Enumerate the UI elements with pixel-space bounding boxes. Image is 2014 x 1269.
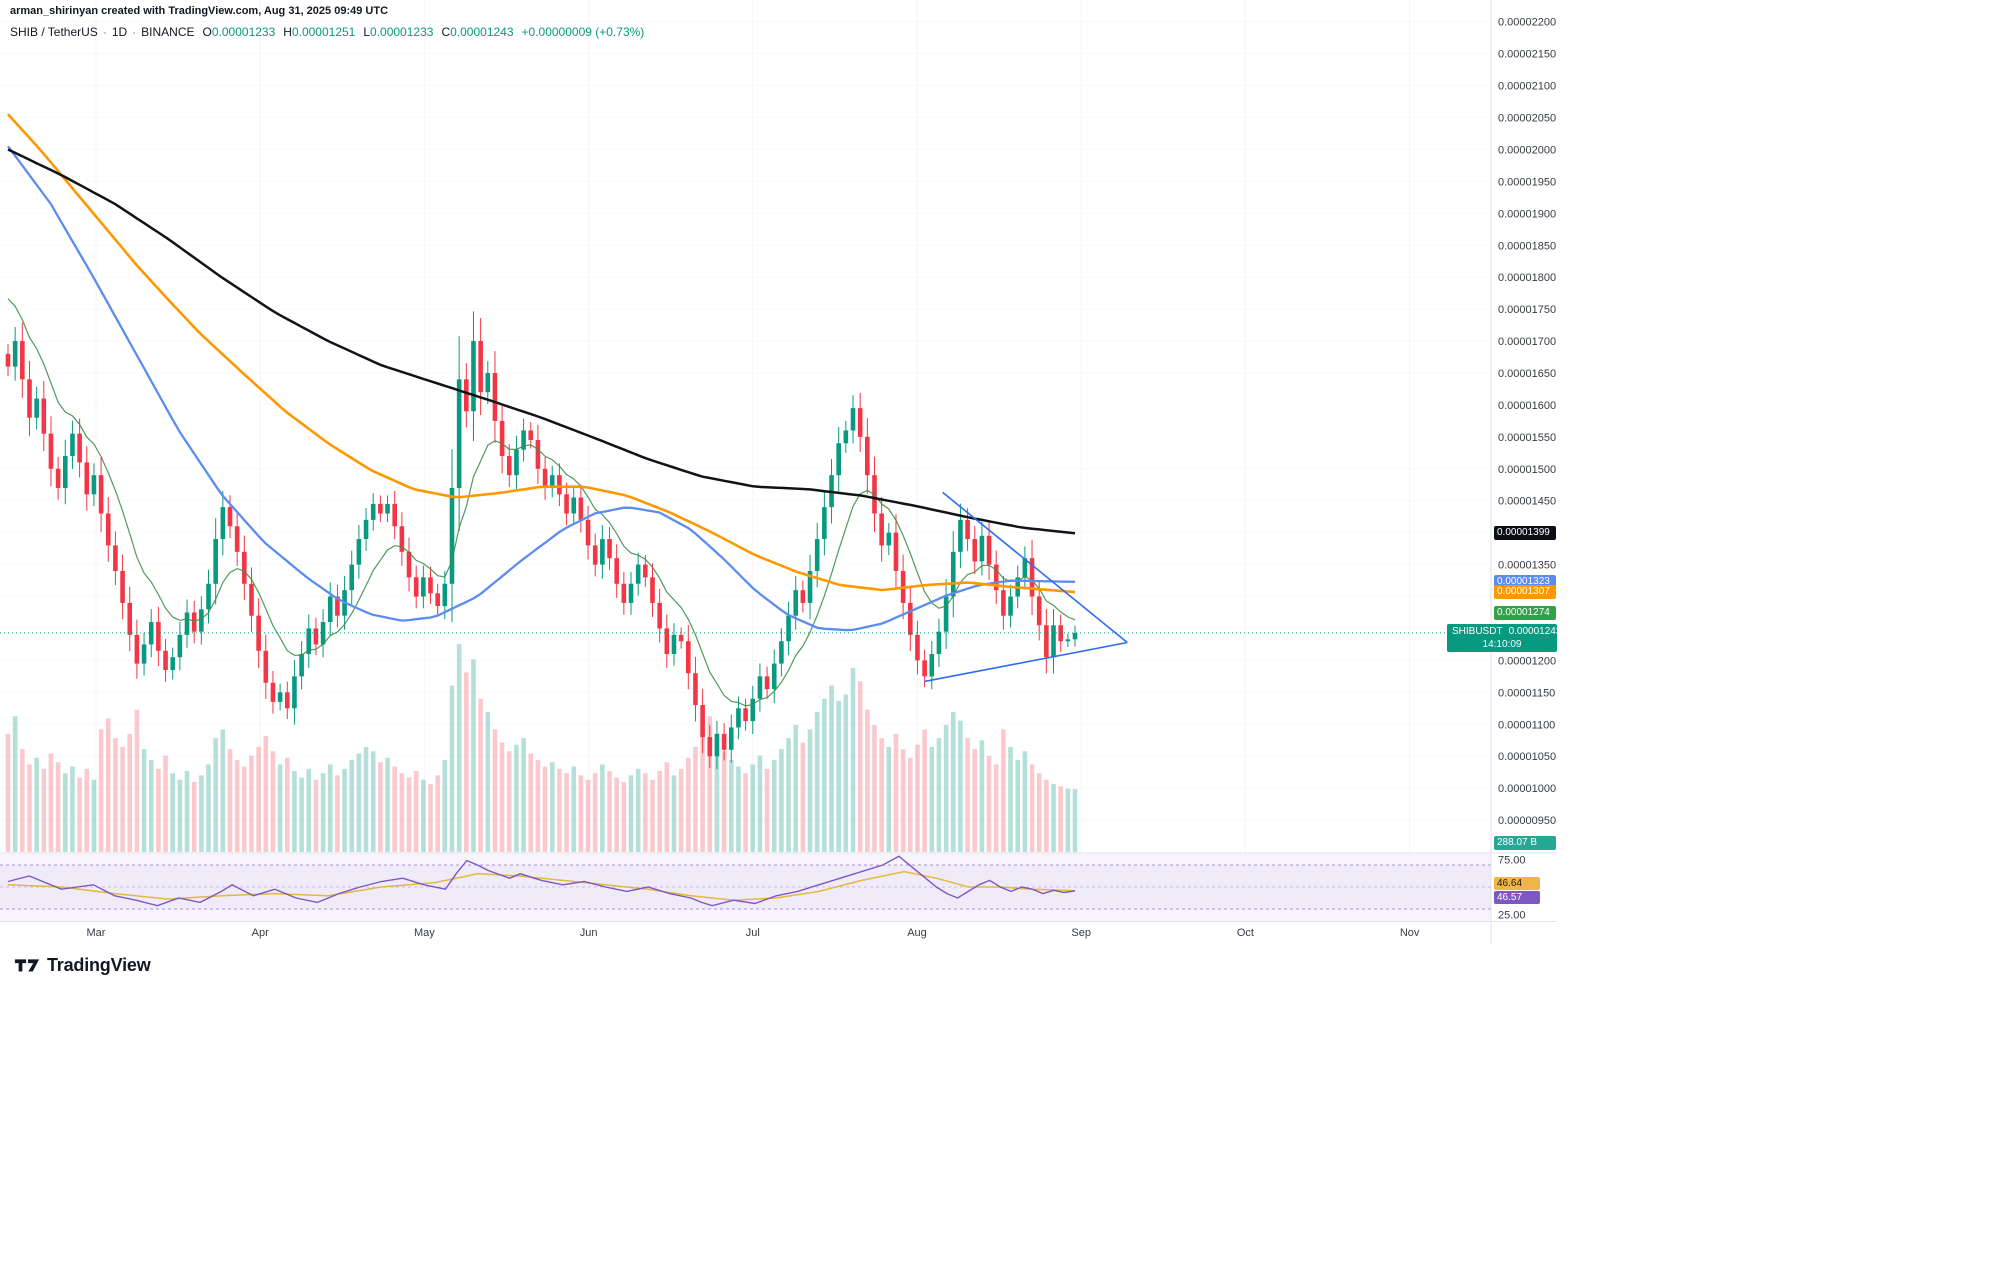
svg-text:0.00002000: 0.00002000 — [1498, 144, 1556, 156]
ma-green-price-tag: 0.00001274 — [1494, 606, 1556, 621]
ma-orange-price-tag: 0.00001307 — [1494, 585, 1556, 600]
chart-canvas[interactable]: 0.00002200 0.00002150 0.00002100 0.00002050… — [0, 0, 1557, 945]
svg-text:0.00001850: 0.00001850 — [1498, 240, 1556, 252]
exchange-label[interactable]: BINANCE — [141, 25, 195, 39]
svg-text:Oct: Oct — [1237, 927, 1254, 939]
svg-text:0.00001100: 0.00001100 — [1498, 719, 1555, 731]
svg-text:Aug: Aug — [907, 927, 927, 939]
ma-black-price-tag: 0.00001399 — [1494, 526, 1556, 541]
svg-text:0.00002200: 0.00002200 — [1498, 17, 1556, 29]
ma-blue-line — [7, 145, 1076, 632]
svg-text:0.00001700: 0.00001700 — [1498, 336, 1556, 348]
tradingview-logo[interactable]: TradingView — [14, 950, 151, 980]
svg-text:0.00001550: 0.00001550 — [1498, 432, 1556, 444]
svg-text:0.00001950: 0.00001950 — [1498, 176, 1556, 188]
svg-text:Apr: Apr — [252, 927, 269, 939]
separators — [0, 0, 1557, 945]
time-axis[interactable] — [0, 922, 1491, 945]
separator: · — [132, 25, 137, 39]
price-tag-value: 0.00001243 — [1508, 625, 1562, 637]
svg-text:0.00002150: 0.00002150 — [1498, 49, 1556, 61]
price-axis-labels: 0.00002200 0.00002150 0.00002100 0.00002050… — [1498, 17, 1556, 922]
rsi-ma-line — [7, 870, 1076, 901]
svg-text:Sep: Sep — [1071, 927, 1091, 939]
svg-text:0.00001150: 0.00001150 — [1498, 687, 1555, 699]
interval-label[interactable]: 1D — [111, 25, 128, 39]
rsi-ma-tag: 46.64 — [1494, 876, 1540, 890]
volume-tag: 288.07 B — [1494, 836, 1556, 850]
separator: · — [102, 25, 107, 39]
svg-text:0.00001600: 0.00001600 — [1498, 400, 1556, 412]
ema-green-line — [7, 298, 1076, 707]
price-tag-symbol: SHIBUSDT — [1452, 625, 1503, 637]
svg-text:25.00: 25.00 — [1498, 910, 1526, 922]
svg-text:0.00001450: 0.00001450 — [1498, 496, 1556, 508]
moving-averages — [7, 113, 1076, 707]
svg-text:75.00: 75.00 — [1498, 855, 1526, 867]
tradingview-logo-text: TradingView — [47, 954, 151, 975]
svg-text:May: May — [414, 927, 435, 939]
svg-text:0.00001750: 0.00001750 — [1498, 304, 1556, 316]
trendlines[interactable] — [924, 491, 1128, 683]
svg-text:Nov: Nov — [1400, 927, 1420, 939]
grid — [95, 0, 1411, 921]
ohlc-item: H0.00001251 — [283, 25, 356, 39]
svg-text:0.00001000: 0.00001000 — [1498, 783, 1556, 795]
tradingview-logo-icon — [14, 959, 40, 972]
svg-text:0.00001200: 0.00001200 — [1498, 655, 1556, 667]
ma-black-line — [7, 148, 1076, 535]
price-axis[interactable] — [1491, 0, 1557, 921]
svg-text:0.00002100: 0.00002100 — [1498, 81, 1556, 93]
current-price-tag: SHIBUSDT 0.00001243 14:10:09 — [1447, 623, 1561, 652]
ohlc-item: C0.00001243 — [441, 25, 514, 39]
rsi-line — [7, 855, 1076, 907]
change-value: +0.00000009 (+0.73%) — [521, 25, 645, 39]
symbol-name[interactable]: SHIB / TetherUS — [10, 25, 98, 39]
ma-orange-line — [7, 113, 1076, 594]
ohlc-item: L0.00001233 — [363, 25, 434, 39]
volume-bars — [5, 644, 1078, 852]
svg-text:Mar: Mar — [87, 927, 106, 939]
ohlc-values: O0.00001233 H0.00001251 L0.00001233 C0.0000… — [195, 25, 514, 39]
svg-text:0.00001050: 0.00001050 — [1498, 751, 1556, 763]
attribution-text: arman_shirinyan created with TradingView… — [10, 5, 389, 17]
svg-text:0.00001650: 0.00001650 — [1498, 368, 1556, 380]
symbol-header: SHIB / TetherUS · 1D · BINANCE O0.000012… — [10, 25, 644, 39]
svg-text:Jun: Jun — [580, 927, 598, 939]
rsi-pane — [0, 853, 1491, 921]
rsi-value-tag: 46.57 — [1494, 890, 1540, 904]
svg-text:0.00001900: 0.00001900 — [1498, 208, 1556, 220]
bar-countdown: 14:10:09 — [1482, 638, 1522, 650]
svg-text:0.00001500: 0.00001500 — [1498, 464, 1556, 476]
svg-text:0.00001350: 0.00001350 — [1498, 560, 1556, 572]
ohlc-item: O0.00001233 — [202, 25, 276, 39]
svg-text:Jul: Jul — [746, 927, 760, 939]
time-axis-labels: Mar Apr May Jun Jul Aug Sep Oct Nov — [87, 927, 1420, 939]
svg-text:0.00002050: 0.00002050 — [1498, 113, 1556, 125]
svg-text:0.00001800: 0.00001800 — [1498, 272, 1556, 284]
svg-text:0.00000950: 0.00000950 — [1498, 815, 1556, 827]
